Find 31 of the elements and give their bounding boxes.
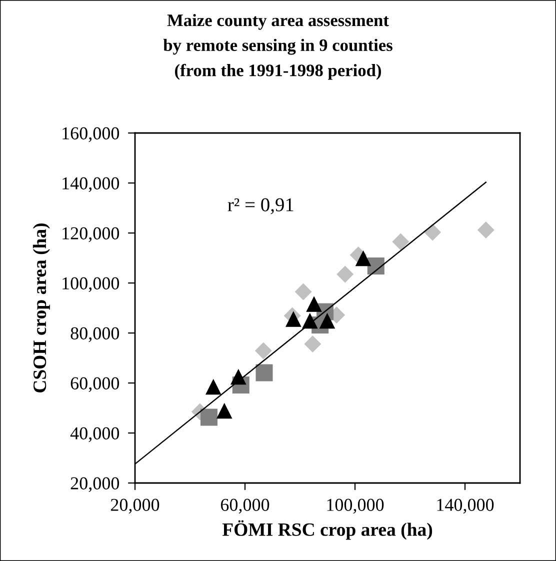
point bbox=[294, 283, 312, 300]
annotation: r² = 0,91 bbox=[228, 198, 294, 214]
point bbox=[355, 250, 372, 266]
point bbox=[285, 311, 302, 327]
y-tick-label: 20,000 bbox=[70, 477, 120, 492]
point bbox=[200, 408, 218, 426]
point bbox=[424, 224, 442, 241]
y-tick-label: 100,000 bbox=[62, 277, 120, 292]
point bbox=[306, 296, 322, 312]
point bbox=[256, 364, 273, 382]
chart-title: Maize county area assessment by remote sensing in 9 counties (from the 1991-1998 period) bbox=[163, 14, 392, 80]
point bbox=[254, 342, 272, 360]
x-axis-title: FÖMI RSC crop area (ha) bbox=[222, 520, 432, 540]
point bbox=[205, 378, 222, 395]
point bbox=[304, 335, 322, 353]
point bbox=[319, 312, 336, 329]
point bbox=[336, 266, 354, 283]
x-tick-label: 20,000 bbox=[110, 498, 160, 514]
point bbox=[477, 221, 494, 239]
point bbox=[392, 233, 410, 250]
y-tick-label: 120,000 bbox=[62, 227, 120, 242]
x-tick-label: 60,000 bbox=[220, 498, 270, 514]
y-tick-label: 80,000 bbox=[70, 327, 120, 342]
y-tick-label: 160,000 bbox=[62, 127, 120, 142]
x-tick-label: 140,000 bbox=[437, 498, 494, 514]
y-tick-label: 60,000 bbox=[70, 377, 120, 392]
y-tick-label: 140,000 bbox=[62, 177, 120, 192]
x-tick-label: 100,000 bbox=[327, 498, 384, 514]
y-tick-label: 40,000 bbox=[70, 427, 120, 442]
y-axis-title: CSOH crop area (ha) bbox=[32, 223, 50, 392]
point bbox=[216, 402, 232, 419]
